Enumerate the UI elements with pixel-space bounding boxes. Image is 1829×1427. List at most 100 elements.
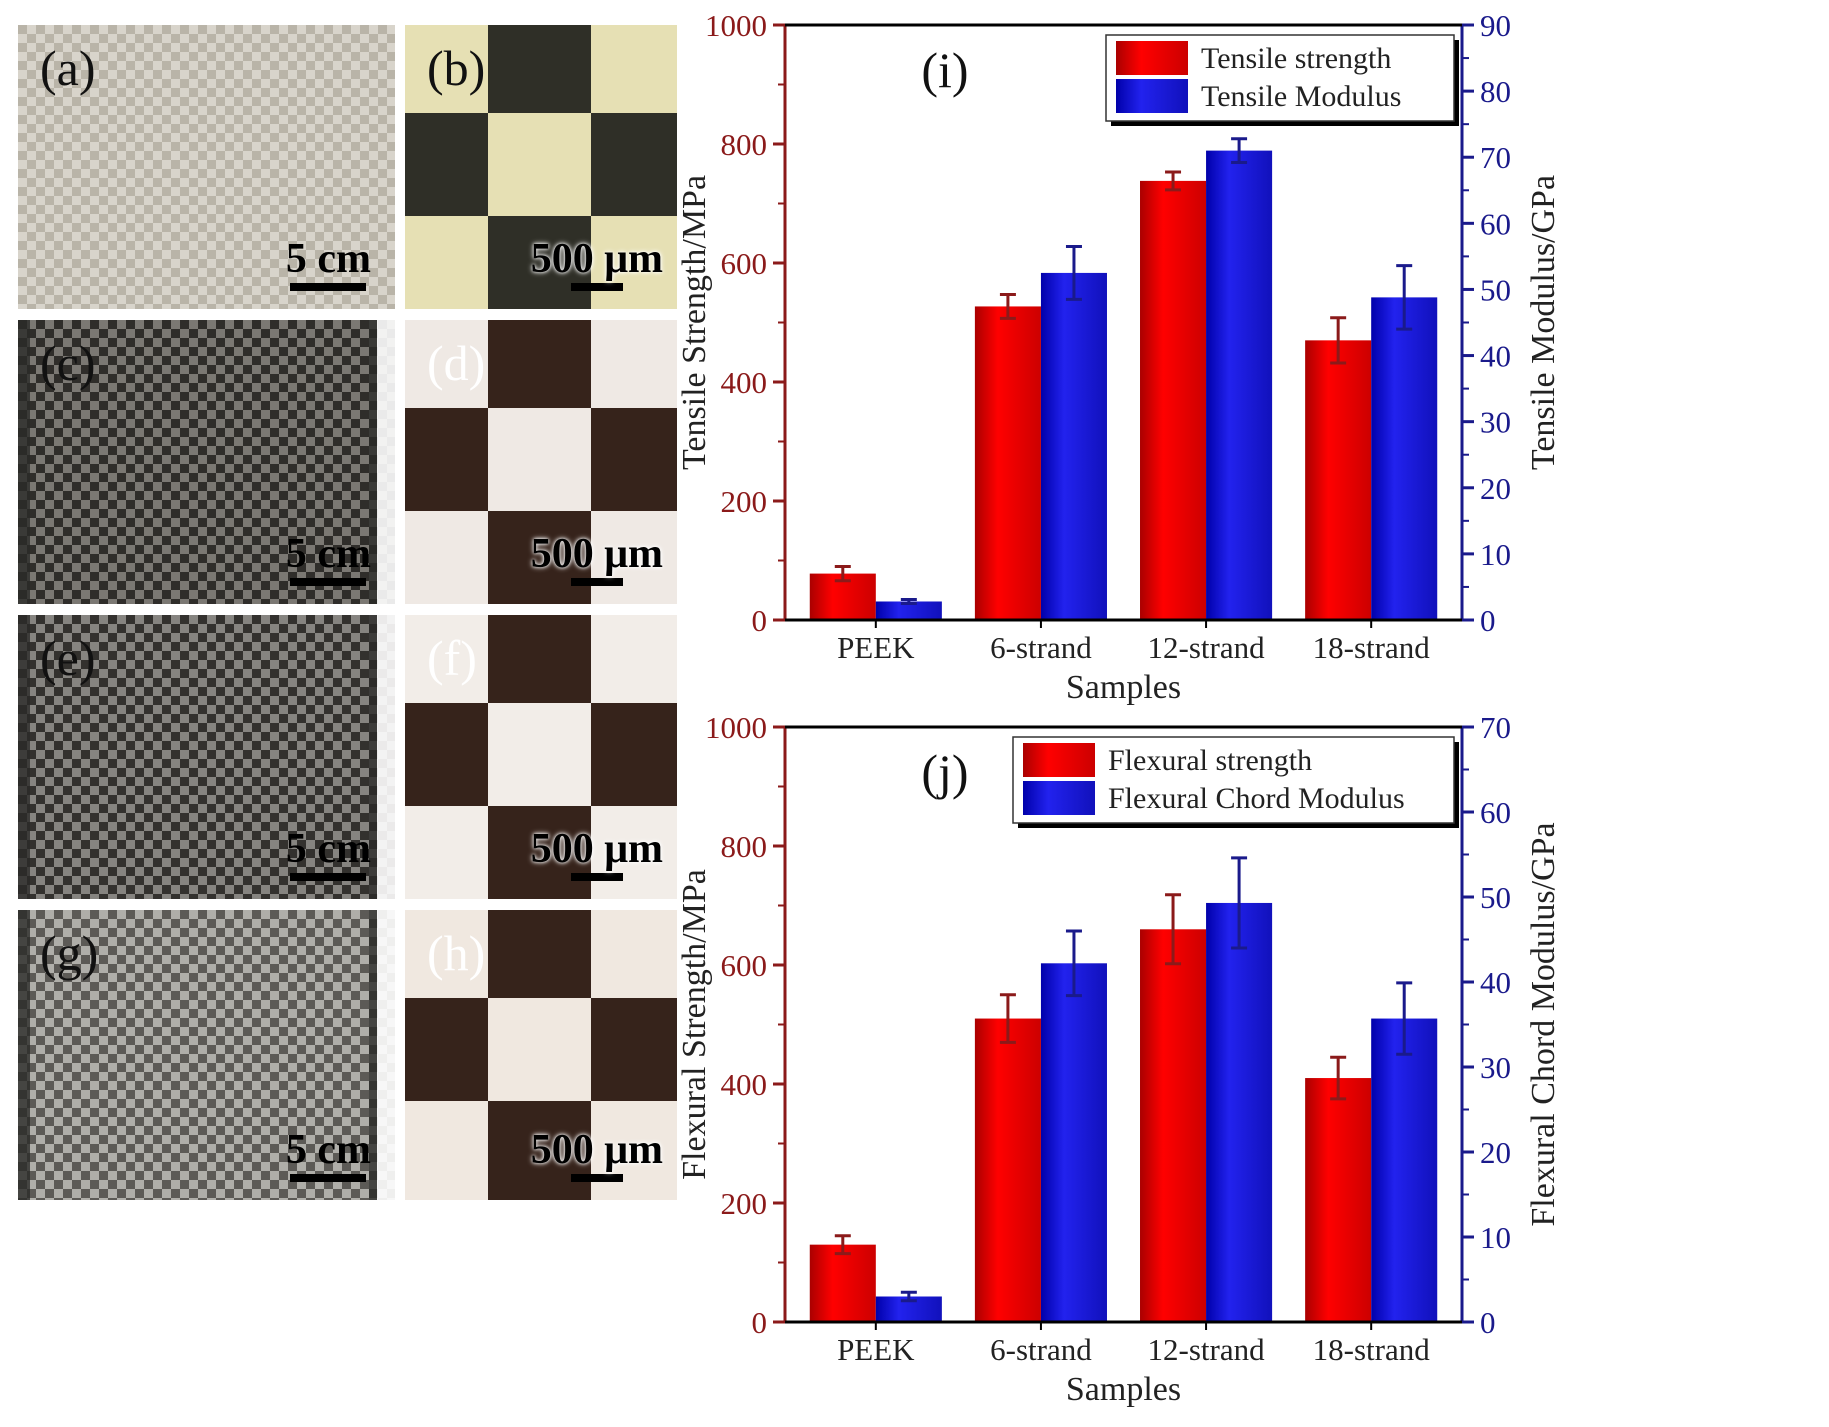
panel-label-f: (f) <box>427 630 477 686</box>
panel-label-e: (e) <box>40 630 96 686</box>
left-axis-title: Flexural Strength/MPa <box>676 869 713 1180</box>
panel-label-a: (a) <box>40 40 96 96</box>
right-tick-label: 20 <box>1480 1135 1511 1170</box>
scale-bar-line <box>570 578 623 586</box>
category-label: PEEK <box>837 1332 915 1367</box>
scale-bar-b: 500 μm <box>531 235 663 291</box>
scale-bar-line <box>290 873 367 881</box>
selvedge-left <box>18 615 30 899</box>
right-axis-title: Tensile Modulus/GPa <box>1525 175 1562 470</box>
legend-swatch <box>1023 743 1095 777</box>
selvedge-left <box>18 910 30 1200</box>
photo-panel-g: (g) 5 cm <box>18 910 395 1200</box>
left-tick-label: 0 <box>752 603 768 638</box>
scale-bar-label: 500 μm <box>530 236 663 282</box>
left-tick-label: 800 <box>721 127 768 162</box>
chart-panel-label: (j) <box>921 744 968 800</box>
bar-chart-i: 0 200 400 600 800 1000 0 10 20 30 40 50 60 70 80 90 PEEK… <box>676 8 1562 706</box>
left-tick-label: 600 <box>721 246 768 281</box>
left-tick-label: 0 <box>752 1305 768 1340</box>
right-tick-label: 10 <box>1480 537 1511 572</box>
scale-bar-d: 500 μm <box>531 530 663 586</box>
scale-bar-line <box>290 1174 367 1182</box>
photo-panel-f: (f) 500 μm <box>405 615 677 899</box>
legend-swatch <box>1116 79 1188 113</box>
right-tick-label: 60 <box>1480 206 1511 241</box>
fabric-texture <box>405 320 677 604</box>
category-label: 12-strand <box>1148 1332 1266 1367</box>
category-label: 6-strand <box>990 630 1092 665</box>
panel-label-c: (c) <box>40 335 96 391</box>
bar-tensile-modulus-6-strand <box>1040 272 1107 620</box>
fabric-texture <box>405 25 677 309</box>
fabric-texture <box>405 910 677 1200</box>
scale-bar-line <box>290 578 367 586</box>
category-label: 18-strand <box>1313 630 1431 665</box>
right-tick-label: 70 <box>1480 140 1511 175</box>
legend-label: Flexural Chord Modulus <box>1108 782 1405 815</box>
category-label: 12-strand <box>1148 630 1266 665</box>
scale-bar-e: 5 cm <box>286 825 371 881</box>
right-tick-label: 30 <box>1480 405 1511 440</box>
scale-bar-label: 500 μm <box>530 1127 663 1173</box>
scale-bar-line <box>570 1174 623 1182</box>
bar-tensile-modulus-18-strand <box>1371 297 1438 620</box>
photo-panel-c: (c) 5 cm <box>18 320 395 604</box>
photo-panel-d: (d) 500 μm <box>405 320 677 604</box>
panel-label-b: (b) <box>427 40 486 96</box>
legend-swatch <box>1023 781 1095 815</box>
panel-label-d: (d) <box>427 335 486 391</box>
fabric-texture <box>18 910 395 1200</box>
fabric-weave <box>18 910 395 1200</box>
bar-flexural-chord-modulus-18-strand <box>1371 1018 1438 1322</box>
scale-bar-c: 5 cm <box>286 530 371 586</box>
bar-tensile-strength-6-strand <box>974 306 1041 620</box>
selvedge-right <box>377 615 395 899</box>
fabric-weave <box>18 320 395 604</box>
right-tick-label: 60 <box>1480 795 1511 830</box>
bar-tensile-strength-18-strand <box>1305 340 1372 620</box>
photo-panel-b: (b) 500 μm <box>405 25 677 309</box>
scale-bar-f: 500 μm <box>531 825 663 881</box>
right-tick-label: 0 <box>1480 1305 1496 1340</box>
scale-bar-g: 5 cm <box>286 1126 371 1182</box>
category-label: PEEK <box>837 630 915 665</box>
x-axis-title: Samples <box>1066 669 1181 706</box>
right-tick-label: 30 <box>1480 1050 1511 1085</box>
scale-bar-line <box>570 873 623 881</box>
right-tick-label: 20 <box>1480 471 1511 506</box>
category-label: 18-strand <box>1313 1332 1431 1367</box>
scale-bar-a: 5 cm <box>286 235 371 291</box>
selvedge-edge <box>369 320 377 604</box>
legend-label: Flexural strength <box>1108 744 1312 777</box>
bar-flexural-chord-modulus-12-strand <box>1206 902 1273 1322</box>
fabric-texture <box>18 25 395 309</box>
right-tick-label: 10 <box>1480 1220 1511 1255</box>
fabric-weave <box>405 25 677 309</box>
category-label: 6-strand <box>990 1332 1092 1367</box>
left-axis-title: Tensile Strength/MPa <box>676 175 713 470</box>
legend-label: Tensile strength <box>1201 42 1391 75</box>
legend-swatch <box>1116 41 1188 75</box>
chart-panel-label: (i) <box>921 42 968 98</box>
scale-bar-h: 500 μm <box>531 1126 663 1182</box>
fabric-weave <box>405 320 677 604</box>
left-tick-label: 600 <box>721 948 768 983</box>
selvedge-left <box>18 320 30 604</box>
scale-bar-label: 5 cm <box>285 826 371 872</box>
left-tick-label: 200 <box>721 484 768 519</box>
photo-panel-h: (h) 500 μm <box>405 910 677 1200</box>
selvedge-edge <box>369 910 377 1200</box>
right-tick-label: 50 <box>1480 272 1511 307</box>
bar-tensile-strength-12-strand <box>1140 180 1207 620</box>
right-tick-label: 40 <box>1480 965 1511 1000</box>
bar-flexural-strength-6-strand <box>974 1018 1041 1322</box>
right-tick-label: 70 <box>1480 710 1511 745</box>
fabric-texture <box>18 615 395 899</box>
right-axis-title: Flexural Chord Modulus/GPa <box>1525 822 1562 1226</box>
left-tick-label: 1000 <box>705 8 767 43</box>
photo-panel-e: (e) 5 cm <box>18 615 395 899</box>
x-axis-title: Samples <box>1066 1371 1181 1408</box>
bar-flexural-strength-peek <box>809 1244 876 1322</box>
fabric-weave <box>18 25 395 309</box>
